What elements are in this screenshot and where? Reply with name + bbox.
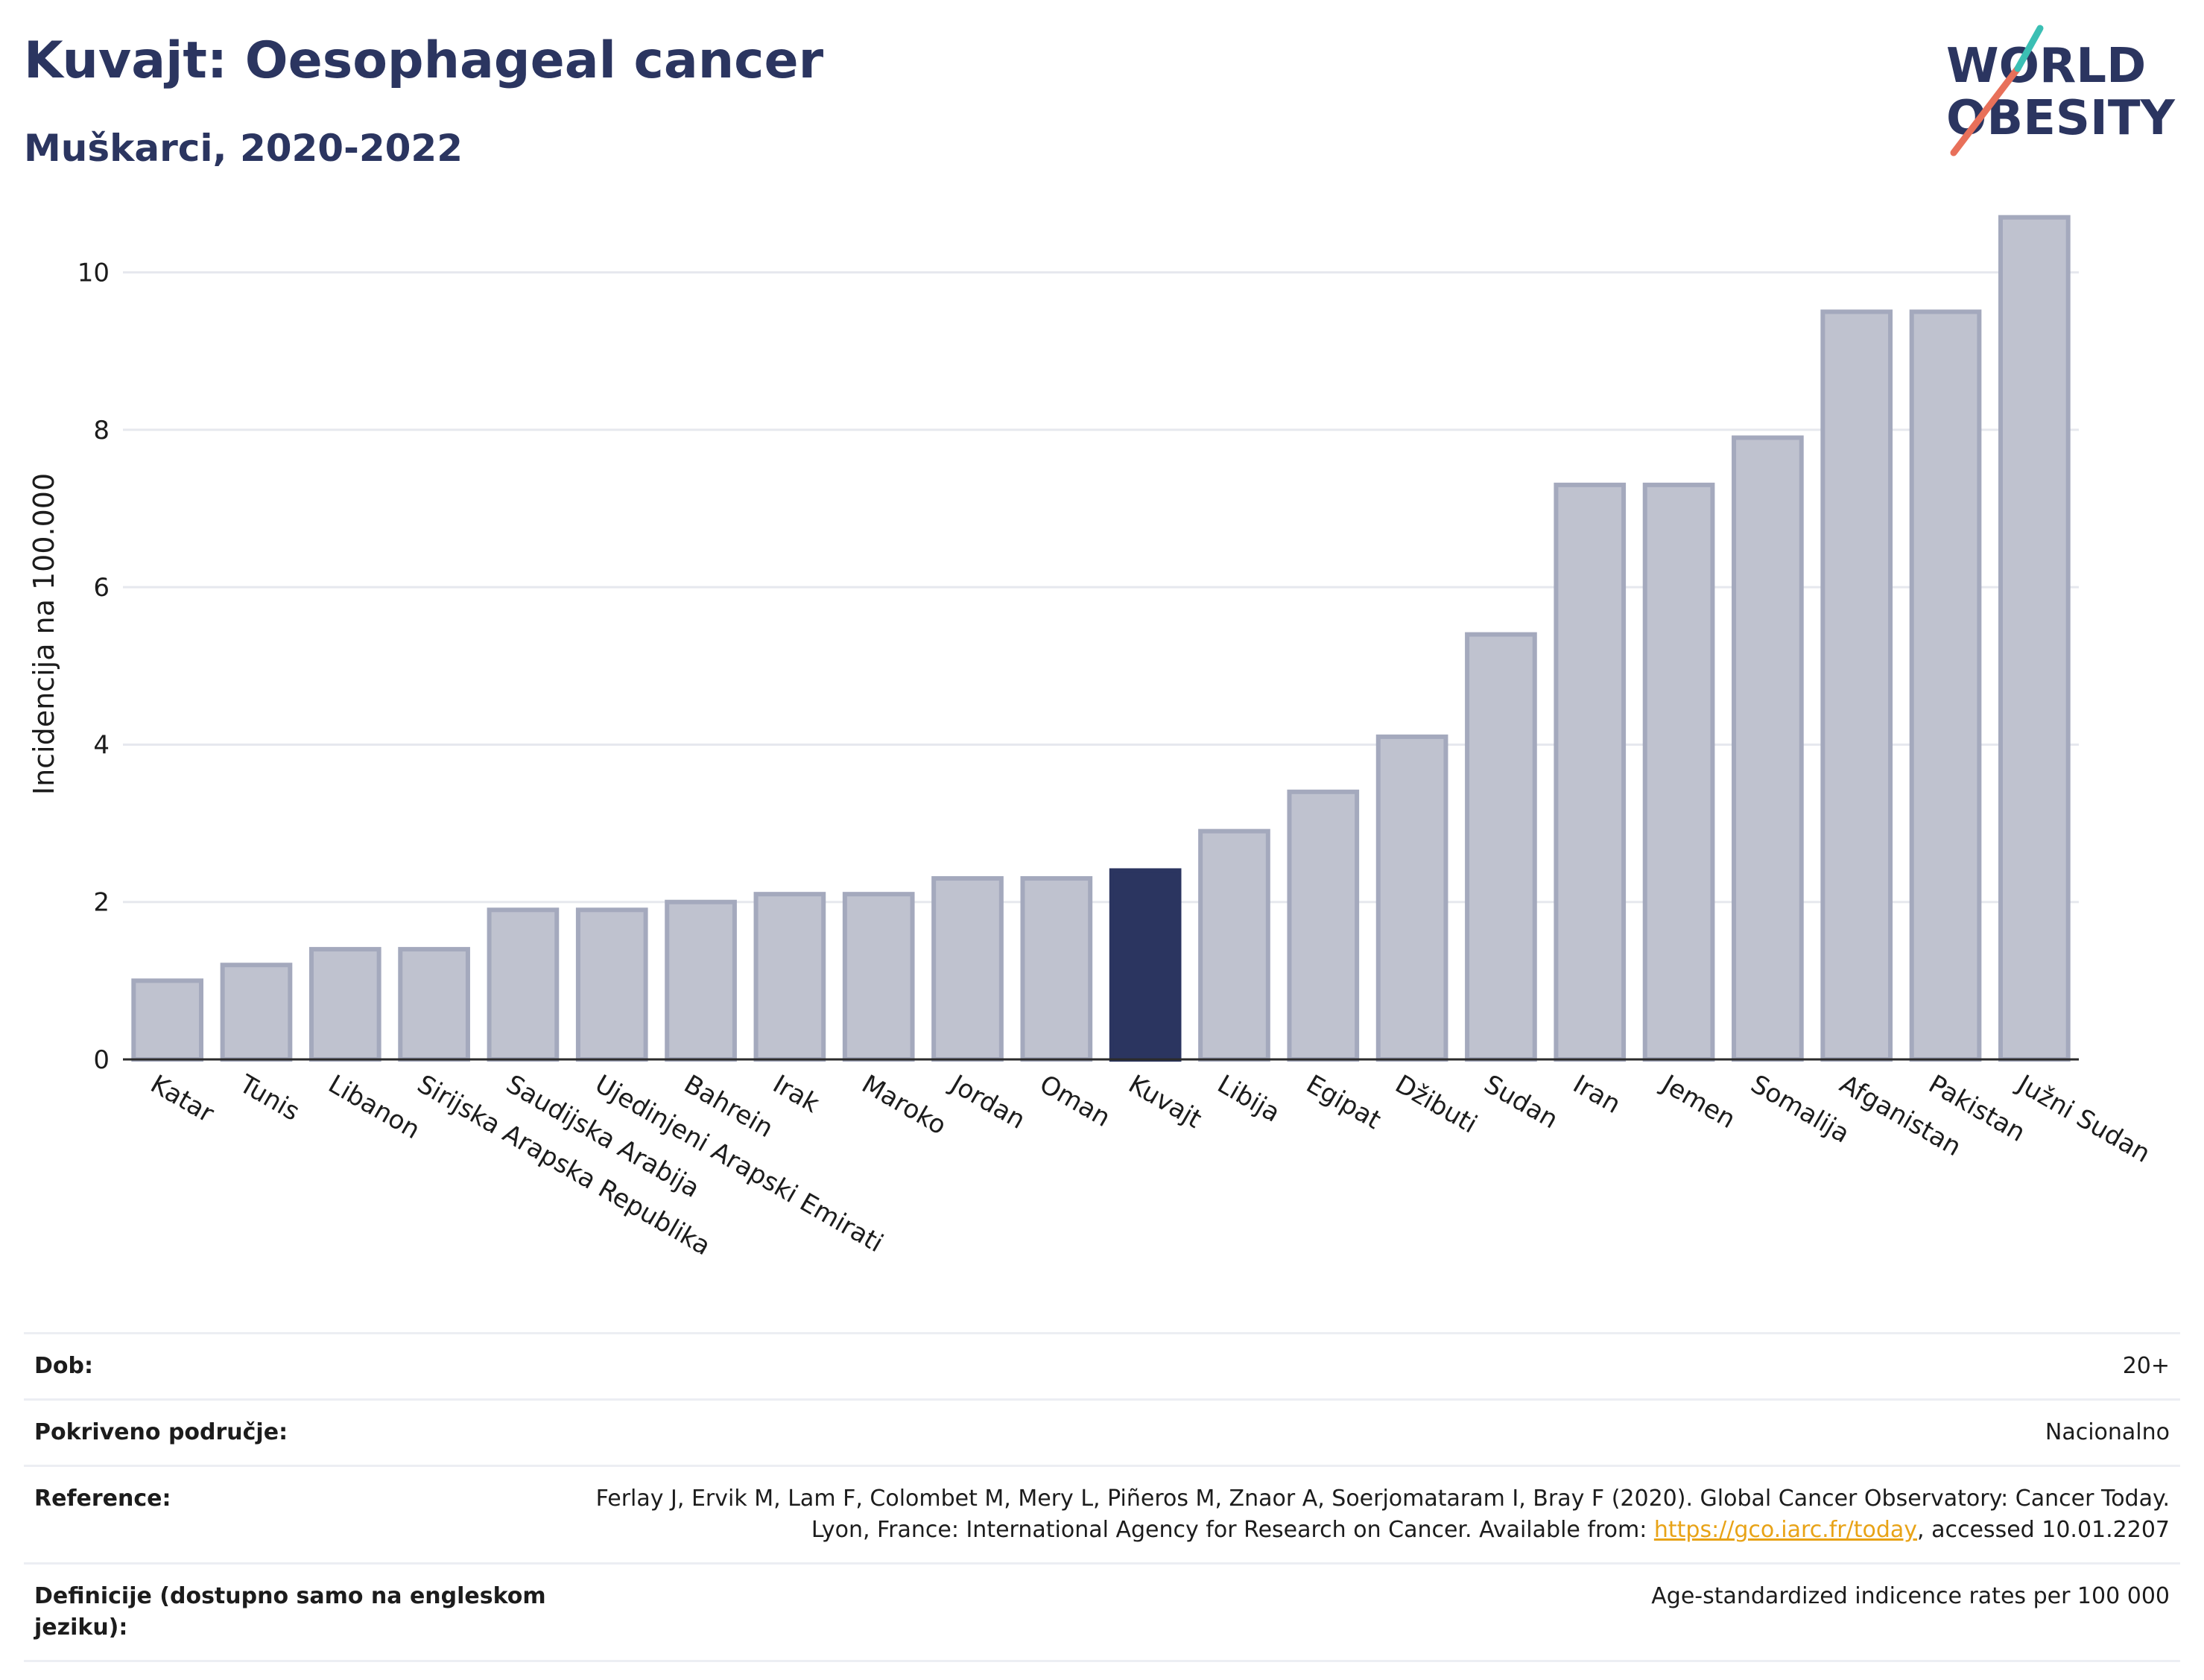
bar-sirijska-arapska-republika (398, 947, 470, 1062)
info-table: Dob: 20+ Pokriveno područje: Nacionalno … (24, 1332, 2180, 1662)
chart-title: Kuvajt: Oesophageal cancer (24, 31, 824, 90)
reference-text-2: , accessed 10.01.2207 (1917, 1517, 2170, 1543)
x-category-label: Južni Sudan (2011, 1068, 2155, 1169)
logo-line-2: OBESITY (1946, 91, 2175, 146)
info-row-coverage: Pokriveno područje: Nacionalno (24, 1398, 2180, 1466)
definition-label: Definicije (dostupno samo na engleskom j… (24, 1562, 581, 1662)
x-category-label: Tunis (234, 1069, 305, 1127)
info-row-reference: Reference: Ferlay J, Ervik M, Lam F, Col… (24, 1465, 2180, 1564)
y-tick-label: 0 (93, 1045, 110, 1075)
bar-tunis (220, 963, 293, 1062)
bar-iran (1554, 482, 1627, 1062)
age-value: 20+ (581, 1332, 2180, 1400)
x-category-label: Džibuti (1390, 1069, 1482, 1139)
bar-irak (753, 892, 826, 1062)
x-category-label: Libanon (323, 1069, 425, 1145)
y-tick-label: 8 (93, 416, 110, 446)
bar-katar (131, 978, 203, 1062)
bar-kuvajt (1109, 868, 1182, 1062)
bar-jordan (931, 876, 1004, 1062)
x-category-label: Iran (1568, 1069, 1625, 1120)
age-label: Dob: (24, 1332, 581, 1400)
world-obesity-logo: WORLD OBESITY (1946, 25, 2175, 156)
reference-label: Reference: (24, 1465, 581, 1564)
bar-maroko (842, 892, 915, 1062)
x-category-label: Katar (145, 1069, 219, 1129)
y-axis-ticks: 0 2 4 6 8 10 (77, 259, 110, 1075)
x-category-label: Libija (1212, 1069, 1285, 1128)
logo-line-1: WORLD (1946, 39, 2146, 94)
bar-egipat (1287, 789, 1360, 1062)
bar-libija (1198, 828, 1270, 1062)
y-tick-label: 6 (93, 573, 110, 603)
y-tick-label: 10 (77, 259, 110, 288)
x-category-label: Sudan (1479, 1069, 1563, 1135)
bar-džibuti (1375, 734, 1448, 1062)
x-category-label: Maroko (857, 1069, 951, 1141)
x-category-label: Oman (1034, 1069, 1115, 1133)
reference-text-1: Ferlay J, Ervik M, Lam F, Colombet M, Me… (595, 1486, 2170, 1543)
x-category-label: Jemen (1656, 1068, 1741, 1135)
y-tick-label: 4 (93, 730, 110, 760)
coverage-value: Nacionalno (581, 1398, 2180, 1466)
x-category-label: Jordan (944, 1068, 1030, 1135)
chart-subtitle: Muškarci, 2020-2022 (24, 127, 463, 170)
bar-libanon (308, 947, 381, 1062)
bar-ujedinjeni-arapski-emirati (575, 907, 648, 1062)
bar-saudijska-arabija (487, 907, 560, 1062)
bar-bahrein (665, 899, 737, 1062)
x-category-label: Somalija (1746, 1069, 1855, 1149)
reference-link[interactable]: https://gco.iarc.fr/today (1653, 1517, 1918, 1543)
bar-sudan (1465, 632, 1537, 1062)
bars (131, 215, 2071, 1062)
bar-somalija (1732, 435, 1804, 1062)
bar-afganistan (1820, 309, 1893, 1062)
info-row-definition: Definicije (dostupno samo na engleskom j… (24, 1562, 2180, 1662)
bar-oman (1020, 876, 1093, 1062)
y-tick-label: 2 (93, 888, 110, 918)
bar-pakistan (1909, 309, 1982, 1062)
x-category-label: Egipat (1301, 1069, 1386, 1135)
bar-južni-sudan (1998, 215, 2071, 1062)
reference-value: Ferlay J, Ervik M, Lam F, Colombet M, Me… (581, 1465, 2180, 1564)
definition-value: Age-standardized indicence rates per 100… (581, 1562, 2180, 1662)
y-axis-title: Incidencija na 100.000 (28, 473, 60, 795)
x-category-label: Irak (767, 1069, 824, 1119)
x-category-label: Kuvajt (1124, 1069, 1207, 1135)
coverage-label: Pokriveno područje: (24, 1398, 581, 1466)
info-row-age: Dob: 20+ (24, 1332, 2180, 1400)
bar-jemen (1642, 482, 1715, 1062)
